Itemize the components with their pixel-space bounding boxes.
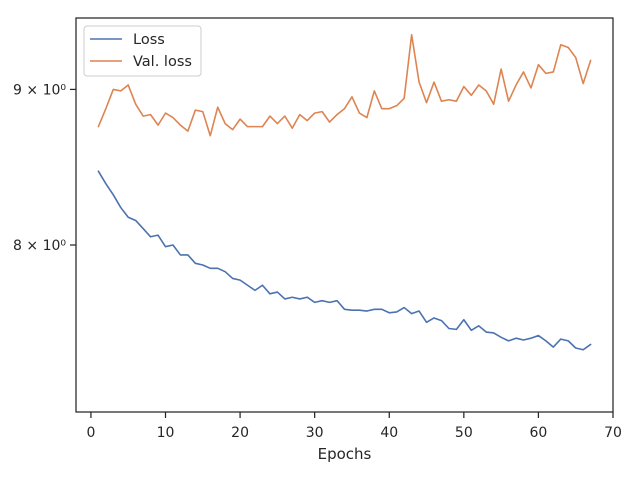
series-layer [97, 33, 592, 351]
x-tick-label: 50 [455, 425, 473, 441]
y-axis: 8 × 10⁰ 9 × 10⁰ [13, 82, 76, 254]
x-tick-label: 40 [380, 425, 398, 441]
legend-label-val-loss: Val. loss [133, 54, 192, 70]
series-line-val-loss [97, 33, 592, 137]
x-tick-label: 20 [231, 425, 249, 441]
y-tick-label: 8 × 10⁰ [13, 238, 66, 254]
x-axis: 0 10 20 30 40 50 60 70 [86, 412, 622, 441]
x-tick-label: 60 [530, 425, 548, 441]
x-axis-title: Epochs [318, 445, 372, 463]
plot-frame [75, 17, 614, 413]
legend-label-loss: Loss [133, 32, 165, 48]
x-tick-label: 0 [86, 425, 95, 441]
x-tick-label: 10 [157, 425, 175, 441]
legend: Loss Val. loss [83, 25, 202, 77]
series-line-loss [97, 170, 592, 351]
x-tick-label: 30 [306, 425, 324, 441]
y-tick-label: 9 × 10⁰ [13, 82, 66, 98]
x-tick-label: 70 [604, 425, 622, 441]
